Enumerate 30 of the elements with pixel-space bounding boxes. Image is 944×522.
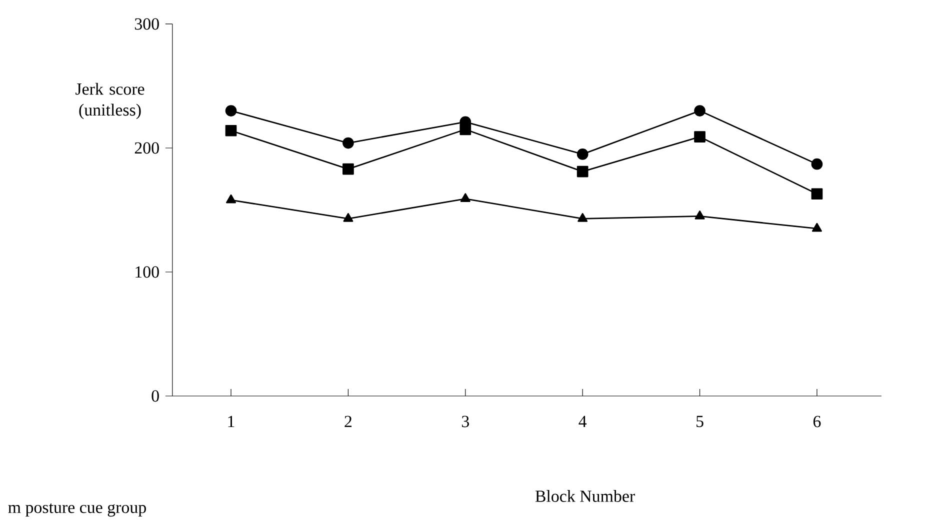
point — [343, 212, 354, 222]
x-tick-label: 2 — [344, 416, 352, 427]
point — [460, 124, 472, 135]
x-tick-label: 4 — [578, 416, 587, 427]
x-axis-title: Block Number — [535, 490, 635, 502]
point — [460, 193, 470, 202]
point — [225, 124, 237, 136]
point — [811, 158, 823, 170]
point — [226, 194, 236, 204]
point — [576, 166, 588, 178]
text: m posture cue group — [8, 503, 146, 516]
point — [578, 212, 588, 222]
x-tick-label: 3 — [462, 416, 469, 428]
y-tick-label: 100 — [136, 266, 159, 278]
point — [342, 137, 354, 149]
x-tick-label: 5 — [696, 416, 704, 427]
point — [342, 163, 354, 175]
y-tick-label: 300 — [134, 18, 159, 30]
point — [694, 104, 706, 116]
y-tick-label: 0 — [152, 390, 159, 402]
x-tick-label: 6 — [813, 416, 821, 428]
point — [694, 131, 706, 142]
point — [812, 222, 822, 232]
y-tick-label: 200 — [134, 142, 159, 154]
point — [694, 210, 705, 220]
point — [811, 188, 823, 200]
x-tick-label: 1 — [228, 416, 234, 427]
point — [576, 148, 588, 160]
point — [225, 104, 237, 116]
y-axis-title: Jerk score (unitless) — [76, 82, 144, 120]
